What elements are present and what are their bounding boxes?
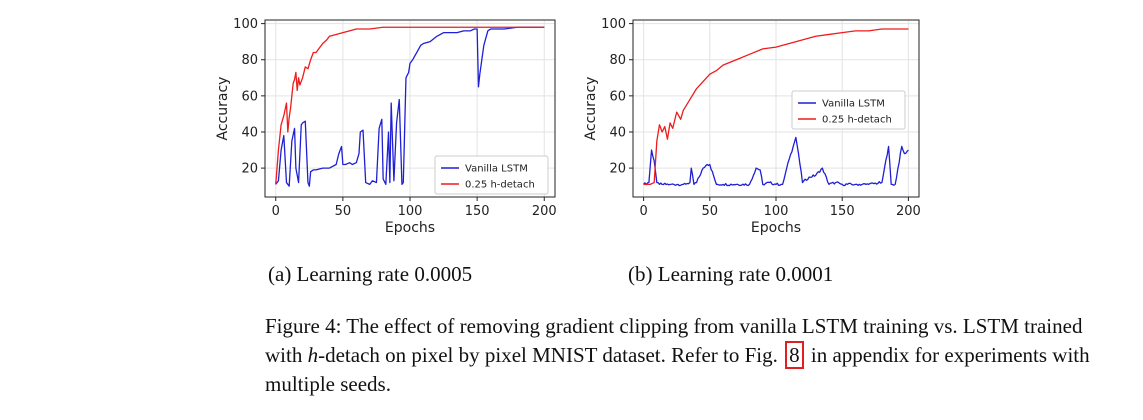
x-tick-label: 200 bbox=[896, 204, 921, 219]
x-tick-label: 100 bbox=[398, 204, 423, 219]
chart-b-ylabel: Accuracy bbox=[583, 77, 599, 141]
x-tick-label: 50 bbox=[335, 204, 352, 219]
figure-caption: Figure 4: The effect of removing gradien… bbox=[265, 312, 1125, 399]
x-tick-label: 200 bbox=[532, 204, 557, 219]
chart-a-xlabel: Epochs bbox=[385, 220, 435, 236]
x-tick-label: 150 bbox=[465, 204, 490, 219]
caption-line-2-pre: with bbox=[265, 343, 308, 367]
x-tick-label: 0 bbox=[639, 204, 647, 219]
caption-h-symbol: h bbox=[307, 343, 319, 367]
caption-line-1: Figure 4: The effect of removing gradien… bbox=[265, 314, 1083, 338]
chart-a-ticks: 0 50 100 150 200 20 40 60 80 100 bbox=[233, 17, 557, 219]
y-tick-label: 20 bbox=[241, 162, 258, 177]
caption-line-3: multiple seeds. bbox=[265, 372, 391, 396]
subcaption-b: (b) Learning rate 0.0001 bbox=[628, 262, 834, 286]
y-tick-label: 40 bbox=[241, 125, 258, 140]
y-tick-label: 80 bbox=[241, 53, 258, 68]
chart-b-legend-label-vanilla: Vanilla LSTM bbox=[822, 99, 885, 110]
y-tick-label: 80 bbox=[609, 53, 626, 68]
series-line-vanilla-lstm bbox=[643, 136, 909, 187]
x-tick-label: 0 bbox=[272, 204, 280, 219]
chart-a-legend: Vanilla LSTM 0.25 h-detach bbox=[434, 155, 549, 195]
chart-b-ticks: 0 50 100 150 200 20 40 60 80 100 bbox=[601, 17, 921, 219]
chart-a-ylabel: Accuracy bbox=[215, 77, 231, 141]
chart-b-xlabel: Epochs bbox=[751, 220, 801, 236]
figure-ref-link[interactable]: 8 bbox=[785, 341, 804, 369]
series-line-vanilla-lstm bbox=[275, 26, 545, 187]
x-tick-label: 100 bbox=[764, 204, 789, 219]
chart-b-grid bbox=[633, 20, 919, 197]
chart-b-legend-box bbox=[791, 90, 906, 130]
subcaption-a: (a) Learning rate 0.0005 bbox=[268, 262, 473, 286]
x-tick-label: 50 bbox=[702, 204, 719, 219]
chart-b-legend-label-hdetach: 0.25 h-detach bbox=[822, 115, 892, 126]
chart-b-legend: Vanilla LSTM 0.25 h-detach bbox=[791, 90, 906, 130]
y-tick-label: 100 bbox=[233, 17, 258, 32]
y-tick-label: 60 bbox=[609, 89, 626, 104]
y-tick-label: 20 bbox=[609, 162, 626, 177]
chart-a-legend-label-hdetach: 0.25 h-detach bbox=[465, 180, 535, 191]
caption-line-2-post: in appendix for experiments with bbox=[805, 343, 1090, 367]
caption-line-2-mid: -detach on pixel by pixel MNIST dataset.… bbox=[318, 343, 784, 367]
y-tick-label: 60 bbox=[241, 89, 258, 104]
x-tick-label: 150 bbox=[830, 204, 855, 219]
chart-a-series bbox=[275, 26, 545, 187]
chart-b-series bbox=[643, 28, 909, 187]
chart-a-grid bbox=[265, 20, 555, 197]
y-tick-label: 40 bbox=[609, 125, 626, 140]
chart-a-legend-box bbox=[434, 155, 549, 195]
chart-a-legend-label-vanilla: Vanilla LSTM bbox=[465, 164, 528, 175]
caption-line-2: with h-detach on pixel by pixel MNIST da… bbox=[265, 341, 1125, 370]
y-tick-label: 100 bbox=[601, 17, 626, 32]
series-line-h-detach bbox=[643, 28, 909, 186]
series-line-h-detach bbox=[275, 26, 545, 185]
